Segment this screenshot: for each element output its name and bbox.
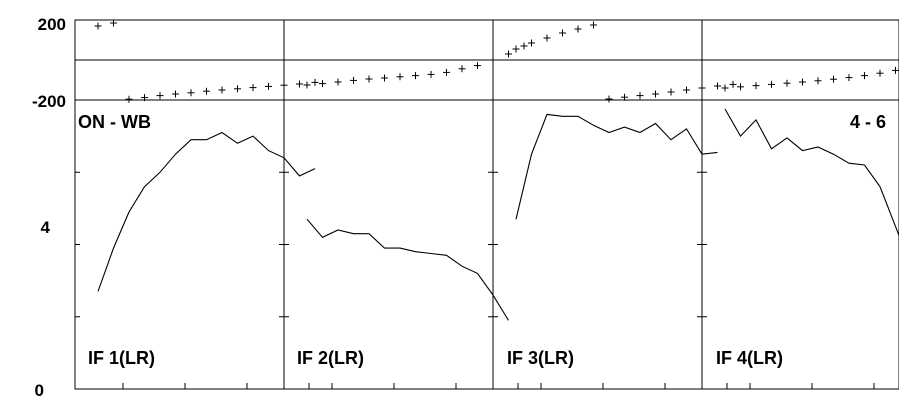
amplitude-line	[97, 131, 316, 292]
phase-point	[125, 95, 133, 103]
phase-point	[830, 75, 837, 83]
amplitude-line	[724, 108, 899, 237]
y-tick-label-phase-top: 200	[38, 15, 66, 34]
y-tick-label-amp-mid: 4	[41, 218, 51, 237]
phase-point	[652, 90, 659, 98]
panel-label-if1: IF 1(LR)	[88, 348, 155, 368]
phase-point	[752, 82, 760, 90]
phase-point	[334, 78, 342, 86]
phase-point	[892, 66, 899, 74]
phase-point	[303, 81, 311, 89]
chart-phase-markers	[94, 19, 899, 103]
phase-point	[574, 25, 582, 33]
phase-point	[845, 74, 853, 82]
phase-point	[729, 80, 737, 88]
phase-point	[381, 74, 388, 82]
amplitude-line	[515, 113, 718, 220]
phase-point	[203, 87, 210, 95]
phase-point	[559, 29, 566, 37]
phase-point	[458, 65, 466, 73]
phase-point	[505, 50, 512, 58]
phase-point	[443, 68, 450, 76]
phase-point	[234, 85, 241, 93]
y-tick-label-amp-zero: 0	[35, 381, 44, 396]
phase-point	[543, 34, 551, 42]
chart-frames	[74, 19, 899, 390]
phase-point	[489, 56, 497, 64]
phase-point	[520, 42, 528, 50]
chart-ticks	[75, 19, 875, 389]
phase-point	[474, 62, 481, 70]
baseline-label: ON - WB	[78, 112, 151, 132]
phase-point	[783, 79, 791, 87]
phase-point	[412, 72, 419, 80]
phase-point	[621, 93, 628, 101]
phase-point	[683, 86, 690, 94]
phase-point	[218, 86, 226, 94]
phase-point	[94, 22, 102, 30]
phase-point	[590, 21, 597, 29]
plot-frame	[74, 19, 899, 390]
y-tick-label-phase-bottom: -200	[32, 92, 66, 111]
phase-point	[350, 76, 357, 84]
phase-point	[605, 95, 613, 103]
phase-point	[698, 84, 706, 92]
panel-label-if2: IF 2(LR)	[297, 348, 364, 368]
chart-series	[97, 108, 899, 321]
phase-point	[265, 82, 272, 90]
phase-point	[636, 92, 644, 100]
phase-point	[249, 84, 257, 92]
panel-label-if3: IF 3(LR)	[507, 348, 574, 368]
phase-point	[396, 73, 404, 81]
phase-point	[319, 80, 326, 88]
phase-point	[172, 90, 179, 98]
phase-point	[667, 88, 675, 96]
amplitude-line	[306, 218, 509, 321]
phase-point	[296, 80, 303, 88]
phase-point	[799, 78, 806, 86]
phase-point	[187, 89, 195, 97]
panel-label-if4: IF 4(LR)	[716, 348, 783, 368]
frequency-range-label: 4 - 6	[850, 112, 886, 132]
phase-point	[528, 39, 535, 47]
phase-point	[814, 77, 822, 85]
phase-point	[876, 69, 884, 77]
phase-point	[110, 19, 117, 27]
phase-point	[714, 82, 721, 90]
phase-point	[141, 94, 148, 102]
phase-point	[156, 92, 164, 100]
phase-point	[512, 45, 520, 53]
phase-point	[427, 70, 435, 78]
phase-point	[768, 80, 775, 88]
phase-point	[280, 81, 288, 89]
phase-point	[861, 72, 868, 80]
phase-point	[365, 75, 373, 83]
phase-point	[721, 84, 729, 92]
phase-point	[737, 83, 744, 91]
phase-point	[311, 78, 319, 86]
